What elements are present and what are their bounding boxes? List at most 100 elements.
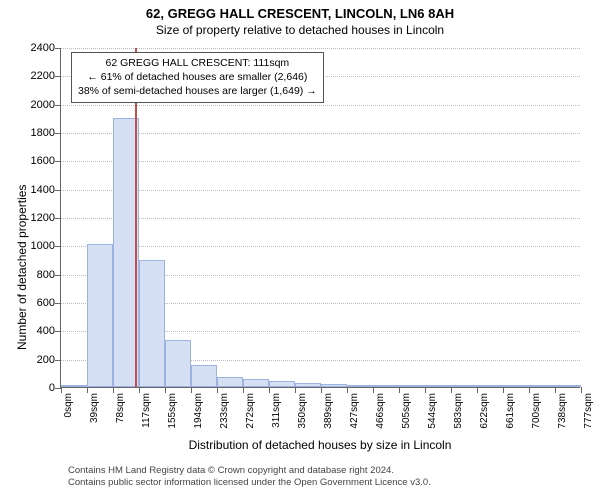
y-tick-label: 2200 [31,70,55,82]
x-tick [581,387,582,393]
histogram-bar [451,385,477,387]
credits-line-2: Contains public sector information licen… [68,477,431,489]
histogram-bar [243,379,269,388]
x-tick-label: 233sqm [219,393,230,429]
y-tick-label: 2000 [31,99,55,111]
y-tick [55,246,61,247]
x-tick-label: 117sqm [141,393,152,428]
y-tick-label: 1000 [31,240,55,252]
y-axis-title: Number of detached properties [15,185,29,350]
x-tick [555,387,556,393]
x-tick-label: 39sqm [89,393,100,423]
y-tick [55,275,61,276]
histogram-bar [191,365,217,387]
histogram-bar [503,385,529,387]
annotation-box: 62 GREGG HALL CRESCENT: 111sqm ← 61% of … [71,52,324,103]
x-tick [503,387,504,393]
y-tick-label: 0 [49,382,55,394]
x-tick-label: 738sqm [557,393,568,429]
y-tick [55,218,61,219]
x-tick-label: 466sqm [375,393,386,429]
x-tick [191,387,192,393]
gridline [61,48,580,49]
annotation-line-3: 38% of semi-detached houses are larger (… [78,84,317,98]
y-tick-label: 1800 [31,127,55,139]
x-tick [165,387,166,393]
x-tick [451,387,452,393]
x-tick-label: 661sqm [505,393,516,429]
x-tick [295,387,296,393]
x-tick-label: 272sqm [245,393,256,429]
credits-line-1: Contains HM Land Registry data © Crown c… [68,465,431,477]
gridline [61,105,580,106]
y-tick [55,331,61,332]
y-tick-label: 1200 [31,212,55,224]
x-tick-label: 427sqm [349,393,360,429]
y-tick [55,76,61,77]
y-tick-label: 2400 [31,42,55,54]
y-tick [55,190,61,191]
x-tick [139,387,140,393]
y-tick-label: 1600 [31,155,55,167]
histogram-bar [373,385,399,387]
x-tick [373,387,374,393]
y-tick [55,48,61,49]
y-tick-label: 400 [37,325,55,337]
x-tick [243,387,244,393]
x-tick-label: 700sqm [531,393,542,429]
x-tick [347,387,348,393]
x-tick-label: 622sqm [479,393,490,429]
y-tick [55,303,61,304]
credits: Contains HM Land Registry data © Crown c… [68,465,431,495]
histogram-bar [555,385,581,387]
x-tick [269,387,270,393]
x-tick [217,387,218,393]
x-tick-label: 544sqm [427,393,438,429]
histogram-bar [425,385,451,387]
page-title: 62, GREGG HALL CRESCENT, LINCOLN, LN6 8A… [0,0,600,21]
y-tick [55,360,61,361]
x-tick-label: 0sqm [63,393,74,417]
annotation-line-2: ← 61% of detached houses are smaller (2,… [78,70,317,84]
x-tick-label: 389sqm [323,393,334,429]
x-axis-title: Distribution of detached houses by size … [60,438,580,452]
x-tick [529,387,530,393]
y-tick [55,105,61,106]
x-tick-label: 350sqm [297,393,308,429]
annotation-line-1: 62 GREGG HALL CRESCENT: 111sqm [78,56,317,70]
chart-container: Number of detached properties 62 GREGG H… [0,40,600,495]
x-tick [61,387,62,393]
x-tick [425,387,426,393]
histogram-bar [217,377,243,387]
x-tick-label: 583sqm [453,393,464,429]
y-tick [55,133,61,134]
histogram-bar [529,385,555,387]
x-tick-label: 194sqm [193,393,204,429]
page-subtitle: Size of property relative to detached ho… [0,21,600,41]
histogram-bar [165,340,191,387]
y-tick-label: 800 [37,269,55,281]
y-tick [55,161,61,162]
x-tick-label: 777sqm [583,393,594,429]
y-tick-label: 600 [37,297,55,309]
histogram-bar [321,384,347,387]
x-tick-label: 311sqm [271,393,282,428]
y-tick-label: 200 [37,354,55,366]
histogram-bar [477,385,503,387]
histogram-bar [139,260,165,388]
x-tick [87,387,88,393]
x-tick [113,387,114,393]
x-tick [477,387,478,393]
x-tick-label: 505sqm [401,393,412,429]
x-tick-label: 155sqm [167,393,178,429]
histogram-bar [399,385,425,387]
plot-area: 62 GREGG HALL CRESCENT: 111sqm ← 61% of … [60,48,580,388]
x-tick-label: 78sqm [115,393,126,423]
x-tick [399,387,400,393]
y-tick-label: 1400 [31,184,55,196]
histogram-bar [269,381,295,387]
histogram-bar [87,244,113,387]
x-tick [321,387,322,393]
histogram-bar [61,385,87,387]
histogram-bar [295,383,321,387]
